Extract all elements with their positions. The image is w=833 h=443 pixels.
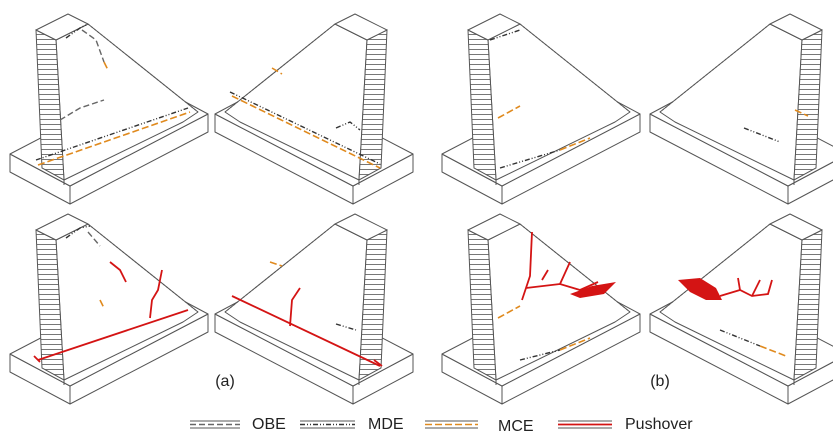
legend-label: MDE: [368, 416, 404, 433]
dam-b4: [650, 214, 833, 404]
dam-a3: [10, 214, 208, 404]
legend-label: OBE: [252, 416, 286, 433]
legend-label: MCE: [498, 418, 534, 435]
figure: (a) (b) OBE MDE MCE Pushover: [0, 0, 833, 443]
legend-swatch: [190, 421, 240, 428]
dam-b1: [442, 14, 640, 204]
legend-swatch: [558, 421, 612, 428]
panel-label: (a): [215, 373, 235, 390]
panel-label: (b): [650, 373, 670, 390]
legend-label: Pushover: [625, 416, 693, 433]
legend: OBE MDE MCE Pushover: [190, 416, 693, 435]
dam-a1: [10, 14, 208, 204]
dam-b3: [442, 214, 640, 404]
legend-swatch: [300, 421, 355, 428]
dam-a2: [215, 14, 413, 204]
dam-b2: [650, 14, 833, 204]
dam-a4: [215, 214, 413, 404]
legend-swatch: [425, 421, 478, 428]
